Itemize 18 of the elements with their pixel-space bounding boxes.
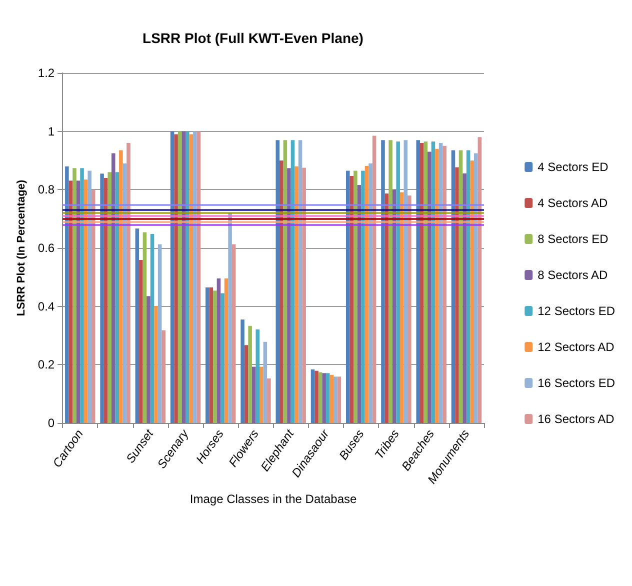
y-tick-label: 0 bbox=[48, 416, 55, 430]
y-tick-label: 0.6 bbox=[38, 241, 55, 255]
legend-label: 16 Sectors ED bbox=[538, 376, 616, 390]
legend-label: 4 Sectors AD bbox=[538, 196, 608, 210]
y-axis-title: LSRR Plot (In Percentage) bbox=[16, 180, 28, 316]
y-tick-label: 1.2 bbox=[38, 66, 55, 80]
legend-label: 12 Sectors AD bbox=[538, 340, 615, 354]
chart-title: LSRR Plot (Full KWT-Even Plane) bbox=[142, 30, 364, 46]
y-tick-label: 1 bbox=[48, 124, 55, 138]
legend-label: 8 Sectors ED bbox=[538, 232, 609, 246]
y-tick-label: 0.2 bbox=[38, 358, 55, 372]
legend-label: 12 Sectors ED bbox=[538, 304, 616, 318]
legend-label: 8 Sectors AD bbox=[538, 268, 608, 282]
y-tick-label: 0.8 bbox=[38, 182, 55, 197]
legend-label: 16 Sectors AD bbox=[538, 412, 615, 426]
x-axis-title: Image Classes in the Database bbox=[190, 492, 357, 506]
y-tick-label: 0.4 bbox=[38, 299, 55, 314]
legend-label: 4 Sectors ED bbox=[538, 160, 609, 174]
